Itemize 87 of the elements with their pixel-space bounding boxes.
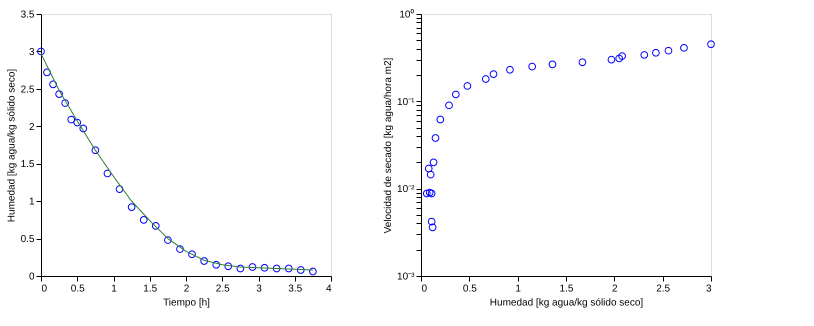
point xyxy=(164,236,172,244)
point xyxy=(272,264,280,272)
x-tick-label: 0.5 xyxy=(70,284,86,294)
point xyxy=(188,250,196,258)
point xyxy=(49,80,57,88)
x-tick-label: 0 xyxy=(42,284,48,294)
point xyxy=(428,190,436,198)
point xyxy=(464,82,472,90)
y-tick-label: 1 xyxy=(28,196,35,208)
x-tick-label: 2 xyxy=(612,284,618,294)
point xyxy=(578,58,586,66)
point xyxy=(428,224,436,232)
point xyxy=(104,170,112,178)
x-tick-label: 3.5 xyxy=(288,284,303,294)
point xyxy=(92,146,100,154)
point xyxy=(224,262,232,270)
point xyxy=(152,222,160,230)
point xyxy=(55,90,63,98)
y-tick-label: 2 xyxy=(28,122,35,133)
y-tick-label: 10⁰ xyxy=(399,8,414,20)
y-tick-label: 3 xyxy=(28,46,35,58)
x-tick-label: 2 xyxy=(184,284,190,294)
y-axis-title: Humedad [kg agua/kg sólido seco] xyxy=(6,68,18,222)
x-tick-label: 3 xyxy=(706,284,712,294)
point xyxy=(260,264,268,272)
point xyxy=(445,101,453,110)
point xyxy=(422,190,431,198)
point xyxy=(426,188,434,197)
point xyxy=(426,170,435,178)
point xyxy=(608,56,616,64)
point xyxy=(61,99,69,107)
point xyxy=(116,185,124,194)
point xyxy=(236,264,244,272)
x-tick-label: 0 xyxy=(422,284,428,294)
y-tick-label: 10⁻² xyxy=(397,184,416,196)
point xyxy=(432,134,440,142)
point xyxy=(428,218,436,226)
x-tick-label: 0.5 xyxy=(462,284,478,294)
point xyxy=(664,46,672,55)
point xyxy=(140,216,148,224)
y-tick-label: 2.5 xyxy=(20,84,35,96)
point xyxy=(640,51,648,59)
point xyxy=(436,116,444,124)
point xyxy=(79,124,88,132)
y-tick-label: 10⁻³ xyxy=(397,272,416,282)
point xyxy=(309,268,317,276)
point xyxy=(490,70,498,78)
y-tick-label: 1.5 xyxy=(20,159,35,170)
x-tick-label: 1 xyxy=(515,284,522,294)
y-tick-label: 3.5 xyxy=(20,10,35,20)
y-axis-title: Velocidad de secado [kg agua/hora m2] xyxy=(383,57,394,234)
point xyxy=(424,164,433,172)
point xyxy=(548,60,556,68)
point xyxy=(296,266,305,274)
x-tick-label: 1 xyxy=(111,284,118,294)
y-tick-label: 10⁻¹ xyxy=(397,96,416,108)
x-tick-label: 2.5 xyxy=(656,284,671,294)
y-tick-label: 0.5 xyxy=(20,234,35,246)
point xyxy=(680,44,688,52)
point xyxy=(73,118,82,126)
x-tick-label: 1.5 xyxy=(560,284,574,294)
x-tick-label: 3 xyxy=(256,284,262,294)
point xyxy=(506,66,514,74)
point xyxy=(248,263,256,271)
point xyxy=(452,90,460,98)
point xyxy=(43,68,51,76)
point xyxy=(212,260,220,269)
point xyxy=(430,158,438,166)
point xyxy=(482,75,490,83)
point xyxy=(284,264,293,272)
point xyxy=(128,203,136,211)
point xyxy=(67,116,76,124)
point xyxy=(652,48,660,57)
x-tick-label: 1.5 xyxy=(143,284,158,294)
line-series xyxy=(40,53,314,271)
point xyxy=(528,62,536,70)
point xyxy=(615,54,624,62)
point xyxy=(618,52,626,60)
x-tick-label: 2.5 xyxy=(216,284,230,294)
point xyxy=(200,257,208,265)
x-axis-title: Tiempo [h] xyxy=(163,298,210,308)
y-tick-label: 0 xyxy=(28,272,35,282)
point xyxy=(37,48,45,56)
x-tick-label: 4 xyxy=(326,284,332,294)
x-axis-title: Humedad [kg agua/kg sólido seco] xyxy=(490,298,644,308)
point xyxy=(707,40,715,48)
point xyxy=(176,245,184,253)
